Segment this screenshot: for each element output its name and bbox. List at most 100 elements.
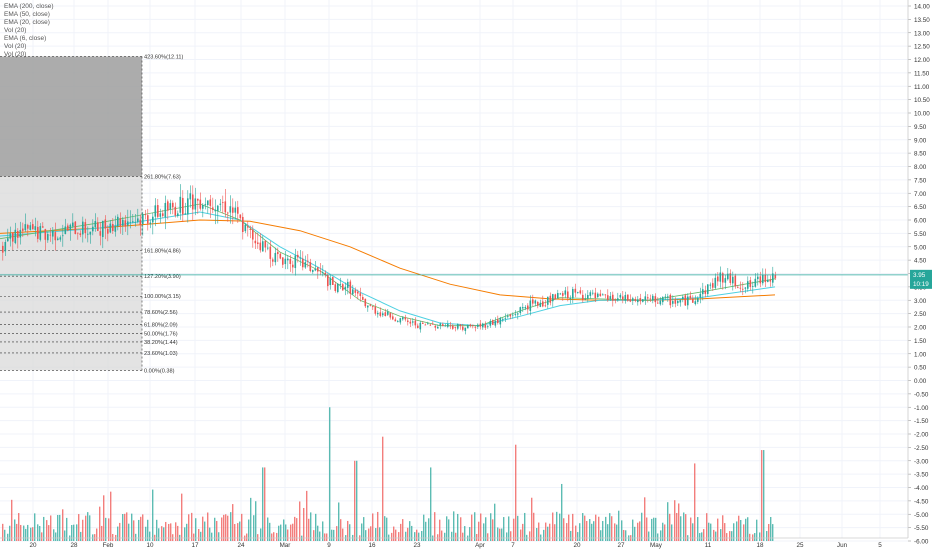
candle-body	[742, 289, 744, 290]
candle-body	[560, 294, 562, 295]
candle-body	[457, 324, 459, 329]
legend-vol-3[interactable]: Vol (20)	[4, 51, 54, 59]
volume-bar	[105, 518, 106, 541]
candle-body	[480, 324, 482, 327]
volume-bar	[457, 514, 458, 541]
volume-bar	[678, 503, 679, 541]
y-axis-tick: 11.00	[914, 84, 930, 91]
legend-vol-2[interactable]: Vol (20)	[4, 43, 54, 51]
volume-bar	[117, 527, 118, 541]
volume-bar	[158, 528, 159, 541]
volume-bar	[207, 512, 208, 541]
candle-body	[32, 224, 34, 229]
candle-body	[562, 293, 564, 296]
volume-bar	[549, 524, 550, 541]
candle-body	[515, 314, 517, 315]
volume-bar	[23, 526, 24, 541]
x-axis-tick: May	[650, 542, 663, 549]
candle-body	[535, 300, 537, 303]
volume-bar	[230, 512, 231, 541]
volume-bar	[152, 490, 153, 541]
volume-bar	[9, 526, 10, 541]
candle-body	[345, 287, 347, 290]
y-axis-tick: 8.50	[914, 151, 927, 158]
y-axis-tick: 12.50	[914, 44, 930, 51]
legend-ema-50[interactable]: EMA (50, close)	[4, 11, 54, 19]
candle-body	[322, 272, 324, 273]
y-axis-tick: -3.50	[914, 472, 929, 479]
volume-bar	[455, 533, 456, 541]
volume-bar	[163, 527, 164, 541]
candle-body	[392, 316, 394, 319]
candle-body	[612, 295, 614, 301]
volume-bar	[547, 527, 548, 541]
candle-body	[525, 307, 527, 308]
candle-body	[765, 275, 767, 283]
volume-bar	[296, 518, 297, 541]
candle-body	[132, 221, 134, 222]
volume-bar	[400, 524, 401, 541]
candle-body	[630, 299, 632, 301]
candle-body	[627, 295, 629, 301]
candle-body	[267, 248, 269, 249]
candle-body	[57, 239, 59, 240]
candle-body	[657, 303, 659, 304]
volume-bar	[225, 514, 226, 541]
y-axis-tick: 12.00	[914, 57, 930, 64]
volume-bar	[124, 514, 125, 541]
volume-bar	[306, 491, 307, 541]
candle-body	[412, 321, 414, 322]
volume-bar	[234, 524, 235, 541]
volume-bar	[524, 513, 525, 541]
volume-bar	[421, 531, 422, 541]
y-axis-tick: 4.50	[914, 258, 927, 265]
legend-ema-20[interactable]: EMA (20, close)	[4, 19, 54, 27]
volume-bar	[407, 528, 408, 541]
legend-ema-200[interactable]: EMA (200, close)	[4, 3, 54, 11]
candle-body	[685, 295, 687, 305]
volume-bar	[145, 527, 146, 541]
volume-bar	[315, 514, 316, 541]
candle-body	[467, 325, 469, 328]
candle-body	[165, 203, 167, 217]
volume-bar	[280, 525, 281, 541]
volume-bar	[501, 528, 502, 541]
candle-body	[30, 225, 32, 230]
candle-body	[157, 205, 159, 217]
candle-body	[677, 301, 679, 303]
candle-body	[167, 201, 169, 210]
volume-bar	[625, 530, 626, 541]
volume-bar	[386, 518, 387, 541]
volume-bar	[671, 524, 672, 541]
volume-bar	[729, 531, 730, 541]
volume-bar	[715, 532, 716, 541]
legend-ema-6[interactable]: EMA (6, close)	[4, 35, 54, 43]
volume-bar	[515, 445, 516, 541]
y-axis-tick: -5.50	[914, 525, 929, 532]
candle-body	[767, 280, 769, 282]
candle-body	[507, 316, 509, 317]
candle-body	[607, 295, 609, 300]
candle-body	[55, 232, 57, 240]
candle-body	[50, 235, 52, 236]
volume-bar	[365, 530, 366, 541]
volume-bar	[227, 516, 228, 541]
volume-bar	[131, 514, 132, 541]
candle-body	[632, 298, 634, 300]
candle-body	[755, 279, 757, 287]
candle-body	[147, 215, 149, 223]
volume-bar	[223, 515, 224, 541]
candle-body	[2, 246, 4, 253]
y-axis-tick: -1.00	[914, 405, 929, 412]
legend-vol-1[interactable]: Vol (20)	[4, 27, 54, 35]
candle-body	[5, 242, 7, 251]
volume-bar	[43, 517, 44, 541]
candle-body	[455, 327, 457, 328]
candle-body	[37, 227, 39, 239]
volume-bar	[690, 518, 691, 541]
volume-bar	[4, 530, 5, 541]
volume-bar	[480, 513, 481, 541]
volume-bar	[285, 524, 286, 541]
